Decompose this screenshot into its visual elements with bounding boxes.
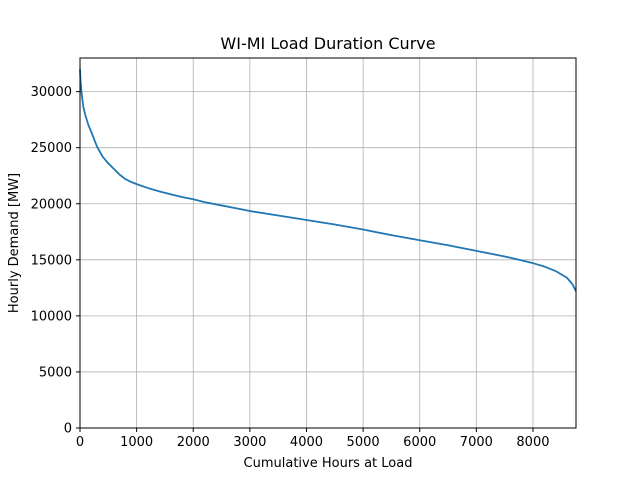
y-tick-label: 5000 xyxy=(39,365,72,380)
x-tick-label: 0 xyxy=(76,435,84,450)
y-axis: 0 5000 10000 15000 20000 25000 30000 xyxy=(31,85,80,437)
x-tick-label: 4000 xyxy=(290,435,323,450)
y-axis-title: Hourly Demand [MW] xyxy=(7,173,22,313)
y-tick-label: 30000 xyxy=(31,85,72,100)
x-tick-label: 5000 xyxy=(347,435,380,450)
x-tick-label: 1000 xyxy=(120,435,153,450)
x-axis-title: Cumulative Hours at Load xyxy=(244,456,413,471)
grid xyxy=(79,58,576,429)
x-tick-label: 3000 xyxy=(233,435,266,450)
chart-title: WI-MI Load Duration Curve xyxy=(220,34,435,53)
x-tick-label: 8000 xyxy=(516,435,549,450)
axes-frame xyxy=(79,57,577,429)
y-tick-label: 20000 xyxy=(31,197,72,212)
x-tick-label: 2000 xyxy=(177,435,210,450)
plot-area xyxy=(79,69,577,292)
y-tick-label: 15000 xyxy=(31,253,72,268)
x-tick-label: 6000 xyxy=(403,435,436,450)
x-axis: 0 1000 2000 3000 4000 5000 6000 7000 8000 xyxy=(76,428,550,450)
x-tick-label: 7000 xyxy=(460,435,493,450)
y-tick-label: 25000 xyxy=(31,141,72,156)
y-tick-label: 0 xyxy=(64,422,72,437)
series-line xyxy=(79,69,577,292)
y-tick-label: 10000 xyxy=(31,309,72,324)
